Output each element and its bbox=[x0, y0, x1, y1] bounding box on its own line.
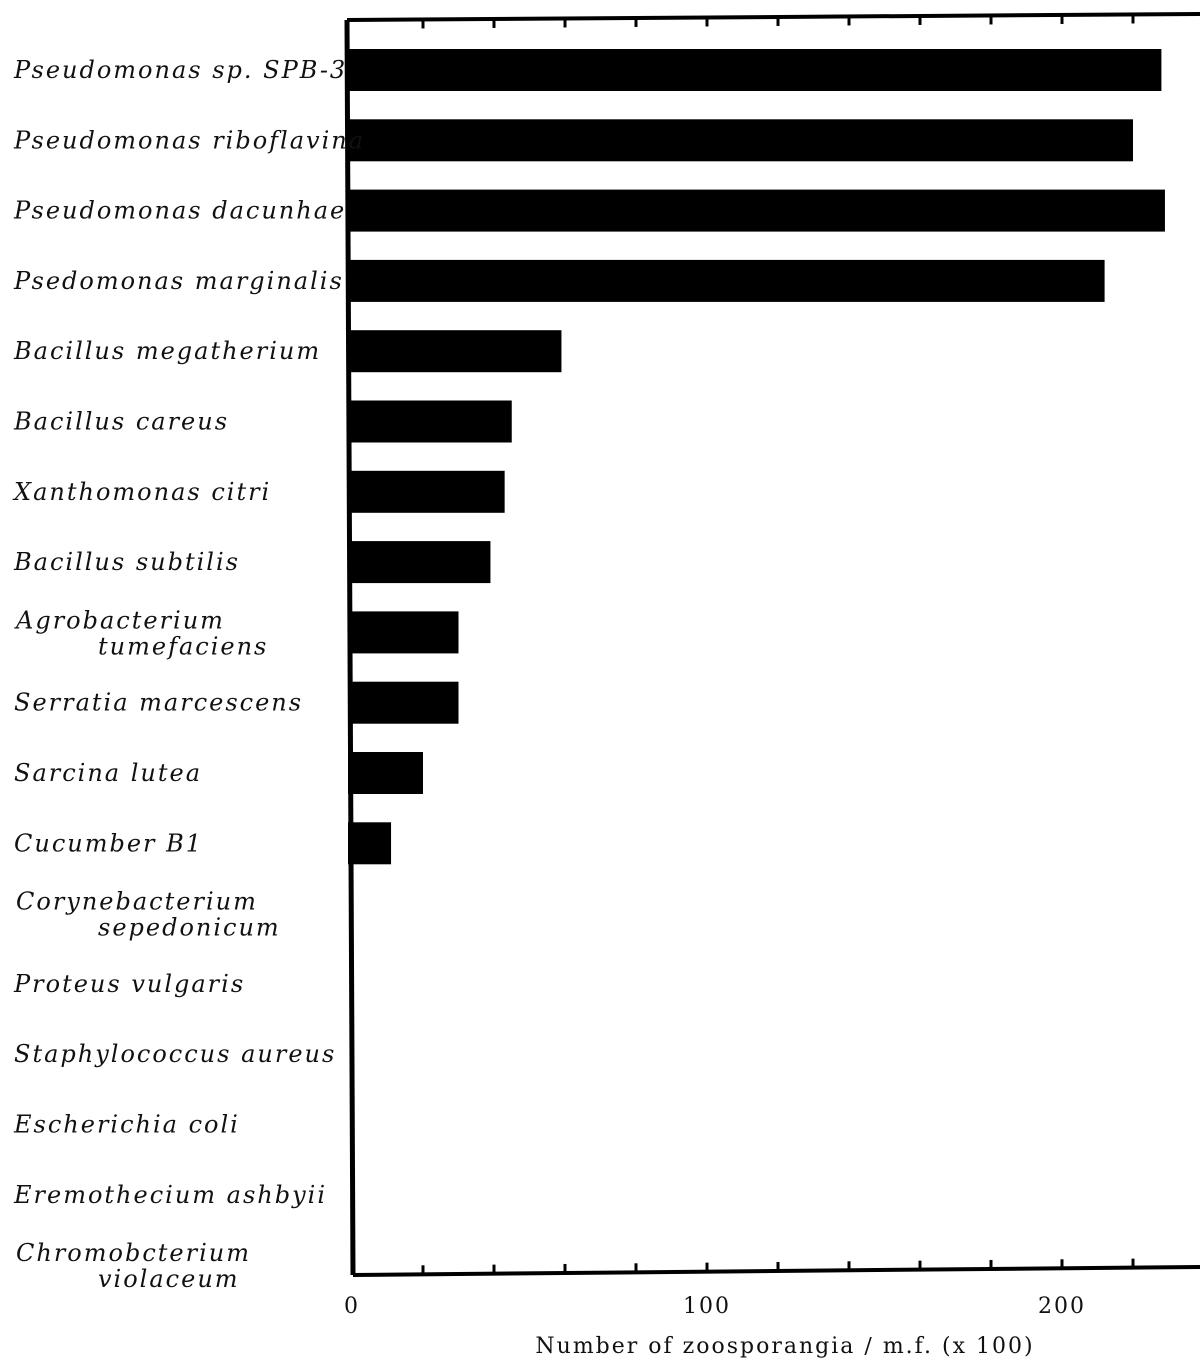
category-label: Staphylococcus aureus bbox=[14, 1040, 336, 1068]
category-labels: Pseudomonas sp. SPB-3 Pseudomonas ribofla… bbox=[12, 56, 365, 1293]
category-label: Bacillus megatherium bbox=[13, 337, 321, 365]
bar bbox=[348, 259, 1105, 302]
category-label: Pseudomonas dacunhae bbox=[13, 197, 346, 225]
bar bbox=[348, 470, 505, 513]
x-tick-label: 200 bbox=[1038, 1294, 1086, 1319]
bar bbox=[348, 611, 459, 654]
bar bbox=[348, 822, 392, 865]
x-tick-label: 0 bbox=[344, 1294, 360, 1319]
category-label: Bacillus careus bbox=[13, 408, 229, 436]
x-axis-line bbox=[352, 1265, 1201, 1277]
category-label: Sarcina lutea bbox=[14, 759, 202, 787]
x-tick-label: 100 bbox=[683, 1294, 731, 1319]
category-label: Corynebacterium sepedonicum bbox=[16, 888, 281, 942]
category-label: Xanthomonas citri bbox=[12, 478, 271, 506]
bar bbox=[348, 752, 423, 794]
bar bbox=[348, 541, 491, 584]
x-ticks: 0 100 200 bbox=[344, 1294, 1086, 1319]
category-label: Cucumber B1 bbox=[14, 829, 203, 857]
bar bbox=[348, 119, 1133, 162]
category-label: Bacillus subtilis bbox=[13, 548, 240, 576]
category-label: Psedomonas marginalis bbox=[13, 267, 344, 295]
category-label: Eremothecium ashbyii bbox=[13, 1181, 327, 1209]
category-label: Proteus vulgaris bbox=[13, 970, 245, 998]
category-label: Pseudomonas sp. SPB-3 bbox=[13, 56, 347, 84]
category-label: Escherichia coli bbox=[13, 1111, 240, 1139]
bar bbox=[348, 49, 1162, 91]
bar bbox=[348, 681, 459, 724]
category-label: Chromobcterium violaceum bbox=[16, 1239, 251, 1293]
bars bbox=[348, 49, 1165, 865]
category-label: Serratia marcescens bbox=[14, 689, 303, 717]
bar bbox=[348, 189, 1165, 232]
x-axis-title: Number of zoosporangia ∕ m.f. (x 100) bbox=[535, 1334, 1034, 1359]
category-label: Agrobacterium tumefaciens bbox=[14, 606, 268, 660]
bar bbox=[348, 330, 562, 373]
plot-top-border bbox=[346, 12, 1201, 22]
category-label: Pseudomonas riboflavina bbox=[13, 126, 365, 154]
bar bbox=[348, 400, 512, 443]
